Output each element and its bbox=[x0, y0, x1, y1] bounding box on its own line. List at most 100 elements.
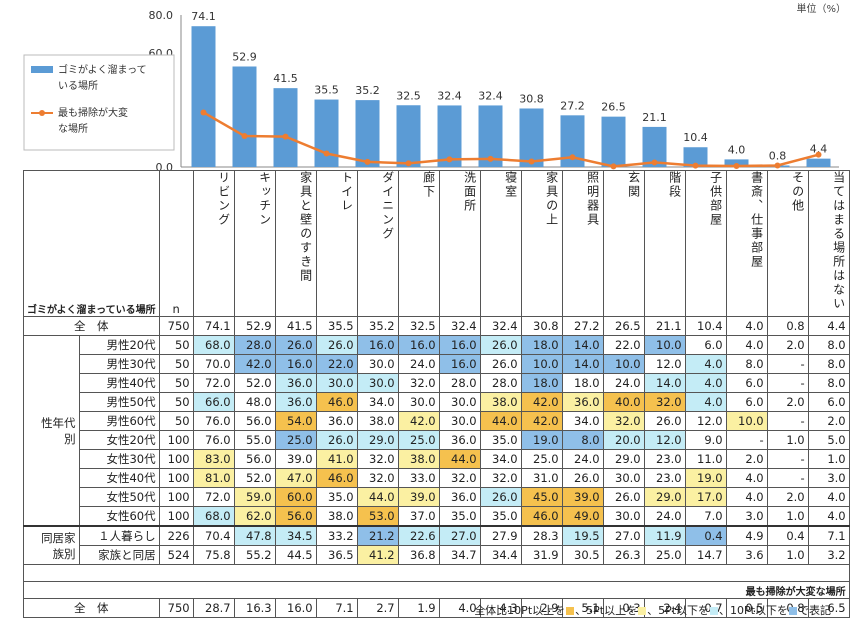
value-cell: 4.9 bbox=[725, 525, 768, 546]
value-cell: 34.0 bbox=[479, 449, 522, 469]
bar bbox=[314, 99, 339, 167]
value-cell: 41.0 bbox=[315, 449, 358, 469]
value-cell: 56.0 bbox=[274, 506, 317, 527]
value-cell: 48.0 bbox=[233, 392, 276, 412]
value-cell: 39.0 bbox=[274, 449, 317, 469]
value-cell: 10.4 bbox=[684, 316, 727, 336]
value-cell: - bbox=[766, 354, 809, 374]
n-cell: 100 bbox=[158, 468, 194, 488]
value-cell: 2.0 bbox=[766, 392, 809, 412]
bar-value-label: 32.4 bbox=[437, 89, 462, 102]
section2-title: 最も掃除が大変な場所 bbox=[23, 581, 850, 599]
value-cell: 30.5 bbox=[561, 545, 604, 565]
footnote: 全体比10Pt以上を 、5Pt以上を 、5Pt以下を 、10Pt以下を で表記 bbox=[474, 602, 831, 618]
value-cell: 29.0 bbox=[356, 430, 399, 450]
category-cell: ダイニング bbox=[356, 170, 399, 317]
value-cell: 60.0 bbox=[274, 487, 317, 507]
value-cell: 18.0 bbox=[520, 335, 563, 355]
category-label: 階段 bbox=[667, 171, 682, 199]
value-cell: 16.0 bbox=[274, 598, 317, 618]
line-marker bbox=[405, 160, 412, 167]
value-cell: 1.0 bbox=[766, 506, 809, 527]
value-cell: 6.0 bbox=[807, 392, 850, 412]
n-cell: 100 bbox=[158, 449, 194, 469]
value-cell: 21.1 bbox=[643, 316, 686, 336]
value-cell: 14.0 bbox=[561, 335, 604, 355]
data-row: 性年代別男性20代 50 68.0 28.0 26.0 26.0 16.0 16.0 16.0 2… bbox=[23, 335, 850, 527]
category-header-row: ゴミがよく溜まっている場所 n リビング キッチン 家具と壁のすき間 トイレ ダイニング 廊下… bbox=[23, 170, 850, 317]
value-cell: 42.0 bbox=[520, 392, 563, 412]
category-cell: 玄関 bbox=[602, 170, 645, 317]
value-cell: 10.0 bbox=[643, 335, 686, 355]
line-marker bbox=[692, 162, 699, 169]
value-cell: 18.0 bbox=[561, 373, 604, 393]
footnote-suffix: で表記 bbox=[798, 604, 831, 617]
value-cell: 16.0 bbox=[397, 335, 440, 355]
value-cell: 19.0 bbox=[520, 430, 563, 450]
value-cell: 24.0 bbox=[397, 354, 440, 374]
bar-value-label: 35.2 bbox=[355, 84, 380, 97]
value-cell: 34.4 bbox=[479, 545, 522, 565]
row-label: １人暮らし bbox=[78, 525, 160, 546]
n-cell: 50 bbox=[158, 392, 194, 412]
value-cell: 25.0 bbox=[520, 449, 563, 469]
value-cell: 35.0 bbox=[438, 506, 481, 527]
swatch-light-icon bbox=[638, 607, 647, 615]
value-cell: 62.0 bbox=[233, 506, 276, 527]
value-cell: 46.0 bbox=[315, 468, 358, 488]
value-cell: 4.0 bbox=[725, 468, 768, 488]
value-cell: 33.0 bbox=[397, 468, 440, 488]
value-cell: 11.9 bbox=[643, 525, 686, 546]
category-label: 家具と壁のすき間 bbox=[298, 171, 313, 283]
value-cell: 30.0 bbox=[438, 411, 481, 431]
legend-bar-swatch bbox=[31, 66, 53, 73]
value-cell: 14.7 bbox=[684, 545, 727, 565]
bar-value-label: 21.1 bbox=[642, 111, 667, 124]
category-label: その他 bbox=[790, 171, 805, 213]
value-cell: 7.1 bbox=[807, 525, 850, 546]
value-cell: 32.0 bbox=[356, 449, 399, 469]
value-cell: 38.0 bbox=[356, 411, 399, 431]
value-cell: 30.0 bbox=[602, 468, 645, 488]
spacer-cell bbox=[23, 564, 850, 582]
line-marker bbox=[323, 150, 330, 157]
value-cell: 35.0 bbox=[315, 487, 358, 507]
value-cell: 46.0 bbox=[315, 392, 358, 412]
group-label-line2: 別 bbox=[64, 431, 76, 446]
value-cell: 2.0 bbox=[807, 411, 850, 431]
footnote-p4: 、10Pt以下を bbox=[719, 604, 788, 617]
value-cell: 6.0 bbox=[725, 392, 768, 412]
value-cell: 70.4 bbox=[192, 525, 235, 546]
bar-series: 74.1 52.9 41.5 35.5 35.2 32.5 32.4 32.4 30.8 27.2… bbox=[191, 10, 831, 168]
data-row: 家族と同居 524 75.8 55.2 44.5 36.5 41.2 36.8 34.7 34.4… bbox=[24, 545, 850, 565]
total-row: 全 体 750 74.1 52.9 41.5 35.5 35.2 32.5 32.4 32.4 30… bbox=[23, 316, 850, 336]
value-cell: 22.0 bbox=[602, 335, 645, 355]
value-cell: 4.0 bbox=[807, 506, 850, 527]
bar-value-label: 32.4 bbox=[478, 89, 503, 102]
category-label: 寝室 bbox=[503, 171, 518, 199]
line-marker bbox=[569, 154, 576, 161]
bar-line-chart: 0.020.040.060.080.0 74.152.941.535.535.2… bbox=[23, 2, 846, 174]
value-cell: 72.0 bbox=[192, 487, 235, 507]
value-cell: 44.5 bbox=[274, 545, 317, 565]
value-cell: 0.5 bbox=[725, 598, 768, 618]
value-cell: 8.0 bbox=[807, 354, 850, 374]
line-marker bbox=[282, 133, 289, 140]
value-cell: 4.0 bbox=[725, 316, 768, 336]
value-cell: 16.0 bbox=[356, 335, 399, 355]
value-cell: - bbox=[766, 411, 809, 431]
row-label: 家族と同居 bbox=[78, 545, 160, 565]
total2-row: 全 体 750 28.7 16.3 16.0 7.1 2.7 1.9 4.0 4.3 2.9 5.1 0… bbox=[23, 598, 850, 618]
value-cell: 35.2 bbox=[356, 316, 399, 336]
value-cell: 17.0 bbox=[684, 487, 727, 507]
category-label: 当てはまる場所はない bbox=[831, 171, 846, 311]
category-label: ダイニング bbox=[380, 171, 395, 241]
value-cell: 30.0 bbox=[397, 392, 440, 412]
value-cell: 38.0 bbox=[397, 449, 440, 469]
value-cell: 26.0 bbox=[479, 354, 522, 374]
value-cell: 30.0 bbox=[602, 506, 645, 527]
value-cell: 36.0 bbox=[315, 411, 358, 431]
bar bbox=[683, 147, 708, 167]
value-cell: 42.0 bbox=[233, 354, 276, 374]
value-cell: 30.0 bbox=[356, 354, 399, 374]
